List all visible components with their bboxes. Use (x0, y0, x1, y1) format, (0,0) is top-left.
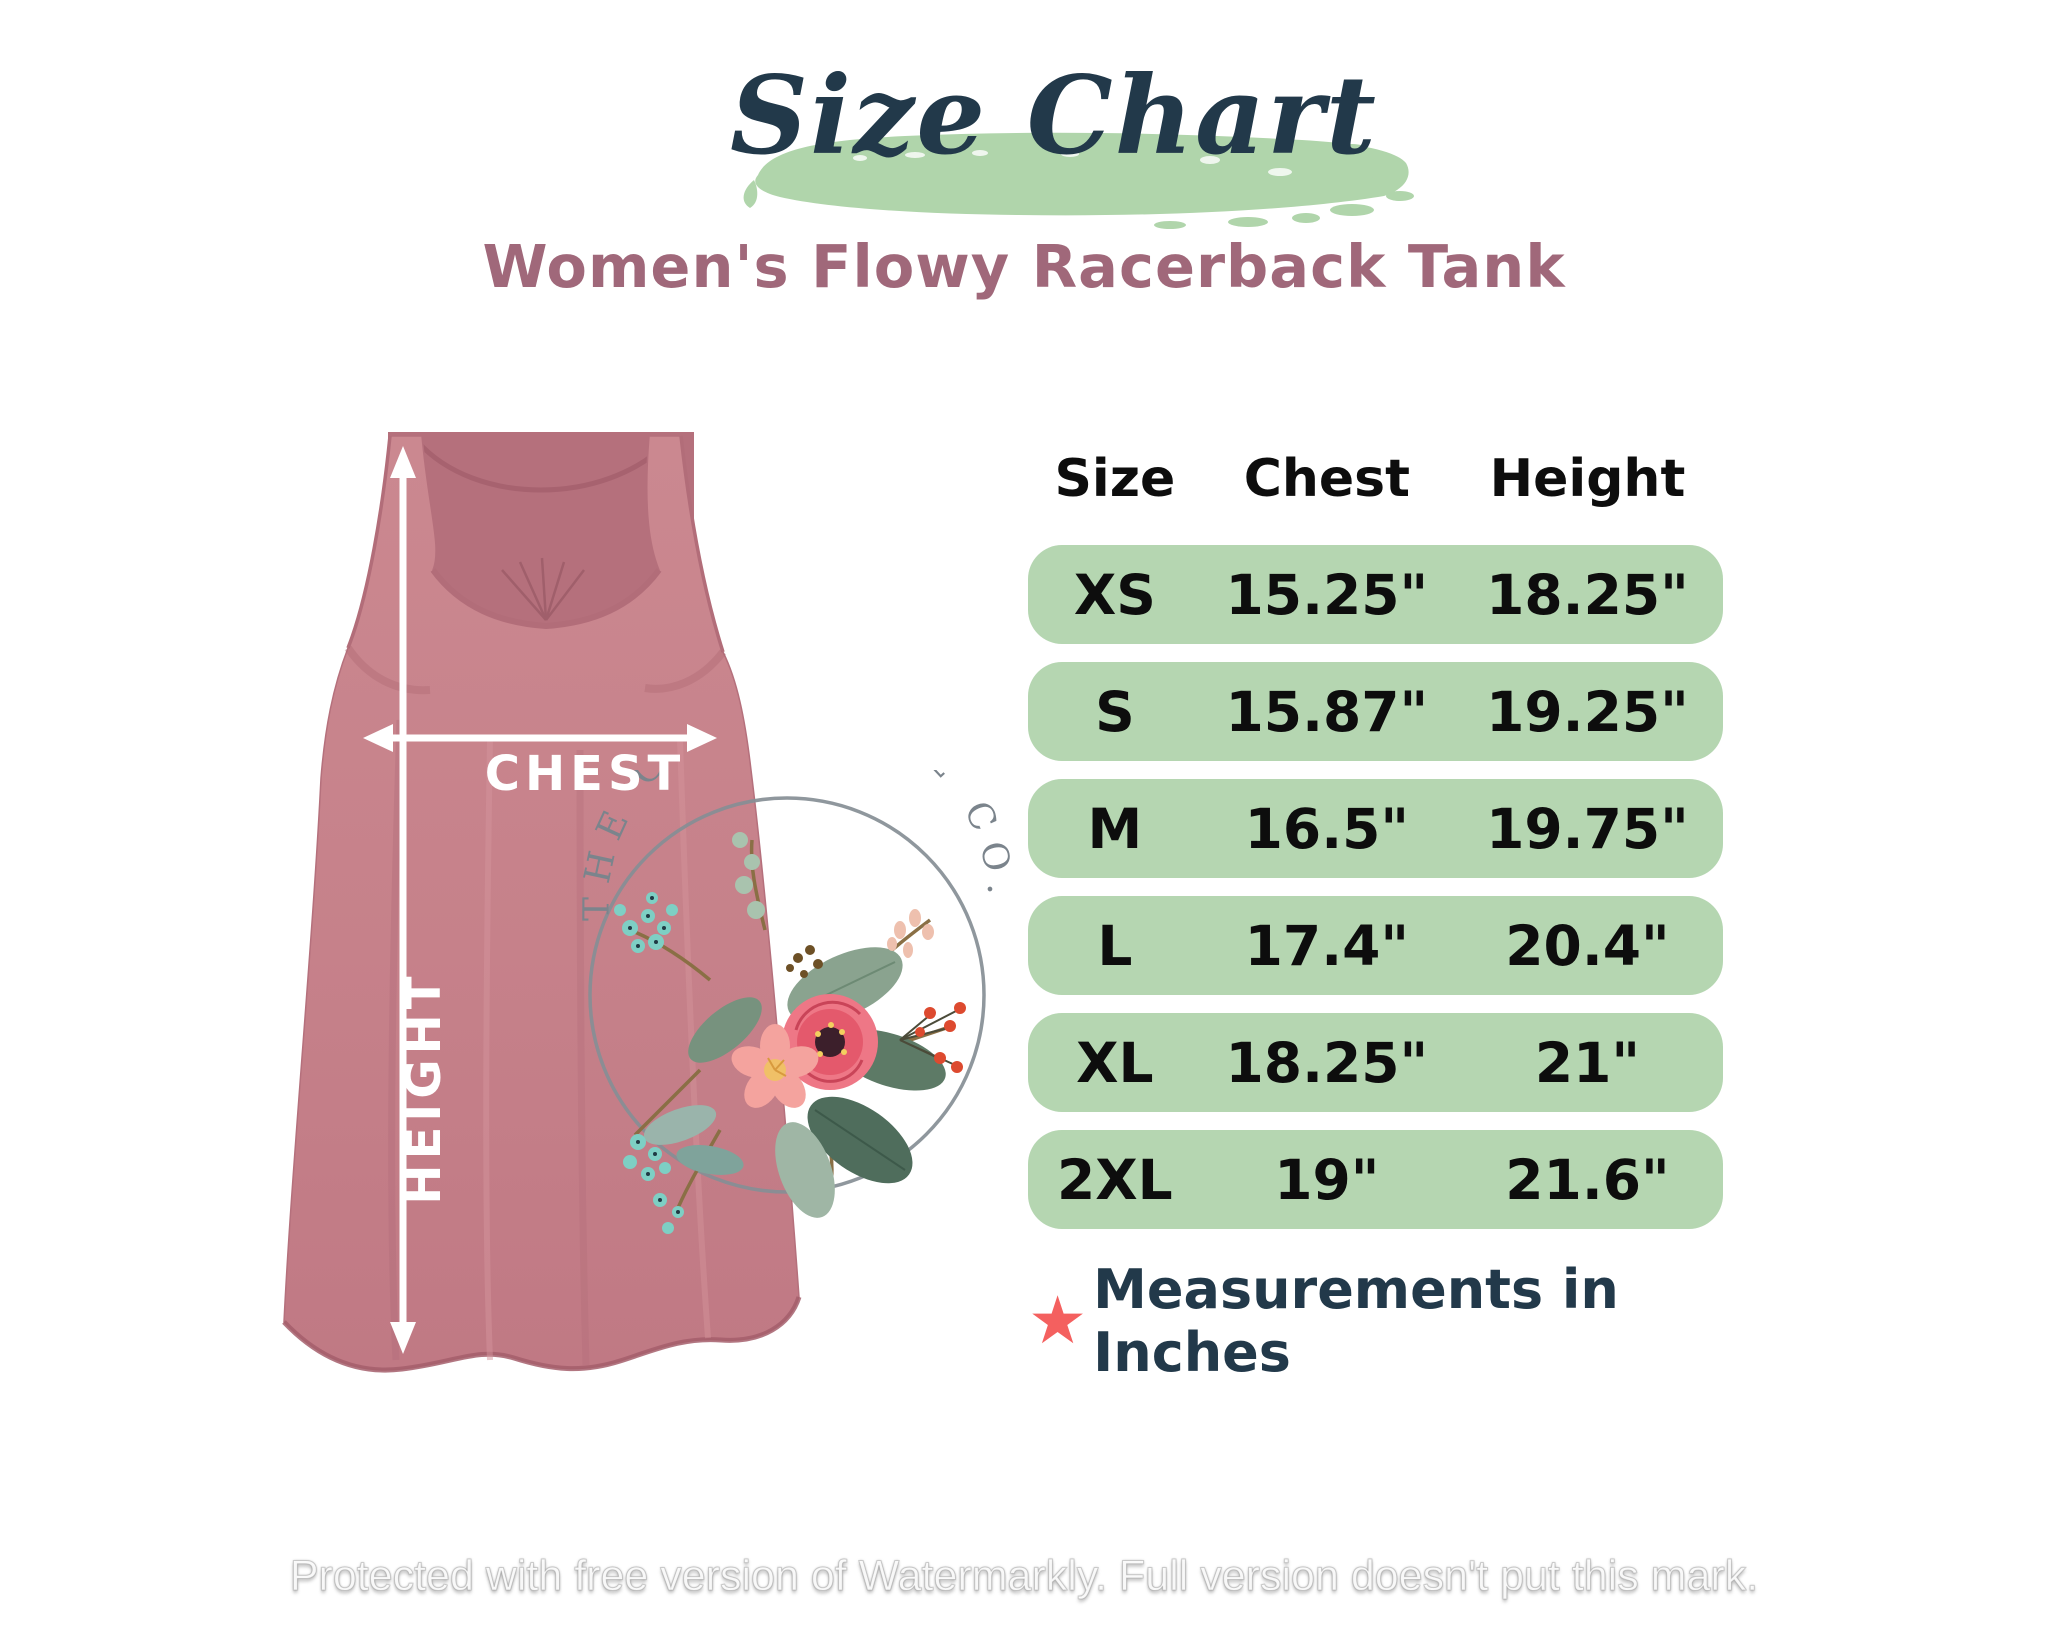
shop-logo-watermark: THE GREY HOME CO. (577, 770, 1009, 1234)
page-subtitle: Women's Flowy Racerback Tank (482, 232, 1566, 301)
star-icon: ★ (1028, 1282, 1088, 1359)
table-row-m: M 16.5" 19.75" (1028, 779, 1723, 878)
size-cell: XL (1076, 1030, 1154, 1095)
table-row-2xl: 2XL 19" 21.6" (1028, 1130, 1723, 1229)
teal-flowers (614, 892, 684, 1234)
chest-cell: 15.25" (1225, 562, 1429, 627)
chest-cell: 18.25" (1225, 1030, 1429, 1095)
arrow-right-icon (687, 724, 717, 752)
column-header-height: Height (1489, 449, 1686, 509)
column-header-size: Size (1054, 449, 1176, 509)
height-cell: 21.6" (1505, 1147, 1670, 1212)
seed-pods (786, 945, 823, 978)
peach-buds (887, 909, 934, 958)
arrow-left-icon (363, 724, 393, 752)
tank-details (282, 435, 802, 1373)
height-cell: 18.25" (1486, 562, 1689, 627)
table-row-l: L 17.4" 20.4" (1028, 896, 1723, 995)
height-cell: 21" (1534, 1030, 1641, 1095)
height-label: HEIGHT (396, 971, 452, 1204)
arrow-up-icon (390, 446, 416, 478)
table-row-s: S 15.87" 19.25" (1028, 662, 1723, 761)
chest-cell: 17.4" (1244, 913, 1410, 978)
measurements-note-text: Measurements in Inches (1093, 1258, 1619, 1384)
measurements-note: ★ Measurements in Inches (1028, 1258, 1723, 1384)
brush-stroke (743, 132, 1414, 229)
chest-label: CHEST (485, 746, 686, 802)
table-row-xs: XS 15.25" 18.25" (1028, 545, 1723, 644)
height-cell: 20.4" (1505, 913, 1670, 978)
chest-cell: 15.87" (1225, 679, 1429, 744)
table-row-xl: XL 18.25" 21" (1028, 1013, 1723, 1112)
height-cell: 19.25" (1486, 679, 1689, 744)
column-header-chest: Chest (1243, 449, 1410, 509)
height-cell: 19.75" (1486, 796, 1689, 861)
logo-bouquet (614, 832, 966, 1234)
size-cell: L (1097, 913, 1133, 978)
measurement-overlay: CHEST HEIGHT (363, 446, 717, 1354)
size-cell: 2XL (1057, 1147, 1173, 1212)
peach-flower (731, 1024, 819, 1108)
chest-cell: 19" (1274, 1147, 1380, 1212)
page-title: Size Chart (730, 53, 1378, 179)
chest-cell: 16.5" (1244, 796, 1410, 861)
height-arrow-line (399, 472, 407, 1328)
size-cell: XS (1073, 562, 1156, 627)
red-berries (899, 1002, 966, 1073)
arrow-down-icon (390, 1322, 416, 1354)
watermarkly-text: Protected with free version of Watermark… (289, 1552, 1759, 1601)
size-cell: M (1087, 796, 1143, 861)
chest-arrow-line (387, 734, 693, 742)
table-header: Size Chest Height (1028, 448, 1723, 510)
size-cell: S (1095, 679, 1135, 744)
